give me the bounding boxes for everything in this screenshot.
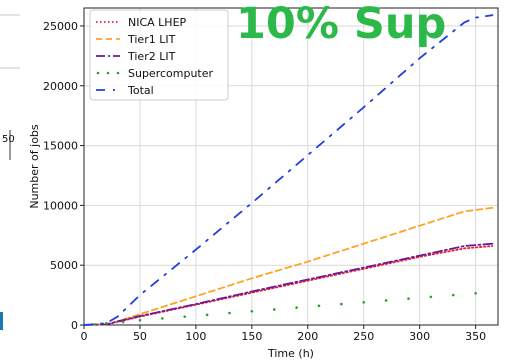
stub-bar — [0, 312, 3, 330]
series-tier2-lit — [83, 242, 494, 326]
data-point — [451, 293, 455, 297]
series-line — [83, 242, 494, 326]
y-tick-label: 5000 — [50, 259, 78, 272]
data-point — [250, 309, 254, 313]
series-tier1-lit — [83, 206, 494, 326]
data-point — [183, 315, 187, 318]
series-line — [83, 206, 494, 326]
data-point — [121, 320, 125, 324]
data-point — [340, 302, 343, 306]
legend-label: Tier1 LIT — [127, 33, 176, 46]
data-point — [138, 318, 142, 322]
y-tick-label: 15000 — [43, 140, 78, 153]
legend-box — [89, 9, 229, 101]
series-line — [83, 14, 494, 326]
data-point — [272, 308, 276, 311]
y-tick-label: 25000 — [43, 20, 78, 33]
plot-frame — [83, 7, 499, 326]
x-tick-label: 0 — [81, 330, 88, 343]
overlay-title: 10% Sup — [236, 0, 446, 49]
data-point — [295, 306, 298, 309]
legend-label: NICA LHEP — [128, 16, 187, 29]
x-tick-label: 250 — [353, 330, 374, 343]
series-total — [83, 14, 494, 326]
series-supercomputer — [82, 292, 477, 327]
y-tick-label: 10000 — [43, 199, 78, 212]
y-tick-label: 20000 — [43, 80, 78, 93]
legend-swatch — [106, 71, 110, 75]
legend-label: Supercomputer — [128, 67, 214, 80]
x-tick-label: 150 — [241, 330, 262, 343]
data-point — [93, 323, 97, 326]
legend-label: Total — [127, 84, 154, 97]
data-point — [474, 292, 477, 295]
legend-swatch — [96, 71, 100, 75]
x-tick-label: 200 — [297, 330, 318, 343]
stub-label: 50 — [2, 134, 15, 145]
data-point — [362, 300, 366, 304]
x-tick-label: 50 — [133, 330, 147, 343]
data-point — [228, 311, 231, 315]
x-tick-label: 350 — [465, 330, 486, 343]
legend-label: Tier2 LIT — [127, 50, 176, 63]
x-axis-label: Time (h) — [267, 347, 314, 360]
x-tick-label: 100 — [185, 330, 206, 343]
legend: NICA LHEP Tier1 LIT Tier2 LIT Supercomputer… — [89, 9, 229, 101]
data-point — [161, 317, 164, 320]
data-point — [317, 304, 321, 308]
data-point — [429, 295, 433, 299]
data-point — [407, 297, 410, 300]
left-stub: 50 — [0, 14, 20, 330]
y-axis-label: Number of jobs — [28, 124, 41, 209]
legend-swatch — [116, 71, 120, 75]
x-tick-label: 300 — [409, 330, 430, 343]
y-axis-ticks: 0 5000 10000 15000 20000 25000 — [43, 20, 84, 332]
x-axis-ticks: 0 50 100 150 200 250 300 350 — [81, 325, 486, 343]
data-point — [384, 299, 388, 302]
series-layer — [82, 14, 494, 327]
y-tick-label: 0 — [71, 319, 78, 332]
data-point — [105, 321, 108, 325]
data-point — [205, 313, 209, 317]
